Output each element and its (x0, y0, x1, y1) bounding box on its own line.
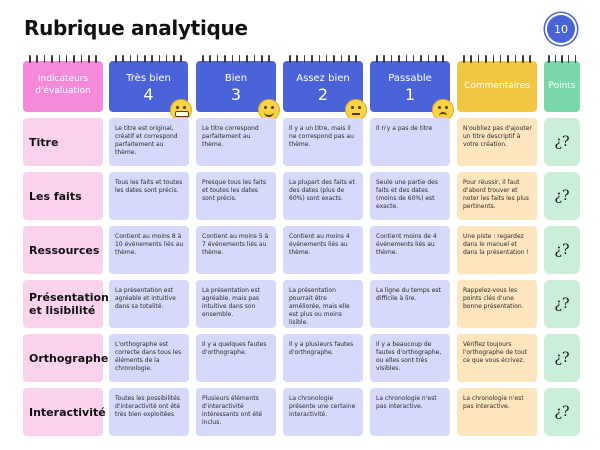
level-3-cell: Contient au moins 5 à 7 événements liés … (196, 226, 276, 274)
header-level-1: Passable 1 (370, 55, 454, 121)
points-cell[interactable]: ¿? (544, 334, 580, 382)
level-1-cell: Il n'y a pas de titre (370, 118, 450, 166)
header-points-label: Points (548, 81, 576, 91)
header-level-number: 4 (143, 85, 154, 104)
level-4-cell: Contient au moins 8 à 10 événements liés… (109, 226, 189, 274)
points-cell[interactable]: ¿? (544, 280, 580, 328)
header-level-number: 2 (317, 85, 329, 104)
comment-cell: N'oubliez pas d'ajouter un titre descrip… (457, 118, 537, 166)
level-2-cell: Contient au moins 4 événements liés au t… (283, 226, 363, 274)
criterion-label: Ressources (23, 226, 103, 274)
level-2-cell: Il y a plusieurs fautes d'orthographe. (283, 334, 363, 382)
criterion-label: Les faits (23, 172, 103, 220)
header-comments: Commentaires (457, 55, 537, 112)
level-1-cell: Seule une partie des faits et des dates … (370, 172, 450, 220)
header-level-label: Assez bien (296, 73, 350, 84)
header-level-number: 1 (404, 85, 416, 104)
comment-cell: Vérifiez toujours l'orthographe de tout … (457, 334, 537, 382)
points-cell[interactable]: ¿? (544, 226, 580, 274)
header-level-3: Bien 3 (196, 55, 280, 121)
level-2-cell: La chronologie présente une certaine int… (283, 388, 363, 436)
comment-cell: Rappelez-vous les points clés d'une bonn… (457, 280, 537, 328)
points-cell[interactable]: ¿? (544, 118, 580, 166)
header-comments-label: Commentaires (464, 81, 530, 91)
header-level-label: Très bien (126, 73, 171, 84)
level-2-cell: Il y a un titre, mais il ne correspond p… (283, 118, 363, 166)
comment-cell: Une piste : regardez dans le manuel et d… (457, 226, 537, 274)
header-level-number: 3 (230, 85, 242, 104)
criterion-label: Orthographe (23, 334, 108, 382)
level-2-cell: La plupart des faits et des dates (plus … (283, 172, 363, 220)
level-3-cell: Presque tous les faits et toutes les dat… (196, 172, 276, 220)
level-1-cell: Il y a beaucoup de fautes d'orthographe,… (370, 334, 450, 382)
level-4-cell: Toutes les possibilités d'interactivité … (109, 388, 189, 436)
comment-cell: Pour réussir, il faut d'abord trouver et… (457, 172, 537, 220)
level-4-cell: La présentation est agréable et intuitiv… (109, 280, 189, 328)
level-3-cell: Le titre correspond parfaitement au thèm… (196, 118, 276, 166)
points-cell[interactable]: ¿? (544, 388, 580, 436)
header-indicators-label: Indicateurs d'évaluation (35, 74, 91, 96)
header-level-label: Bien (224, 73, 248, 84)
level-4-cell: Tous les faits et toutes les dates sont … (109, 172, 189, 220)
neutral-face-icon (345, 99, 367, 121)
header-indicators: Indicateurs d'évaluation (23, 55, 103, 112)
header-level-2: Assez bien 2 (283, 55, 367, 121)
criterion-label: Titre (23, 118, 103, 166)
page-number-badge: 10 (547, 15, 575, 43)
level-4-cell: Le titre est original, créatif et corres… (109, 118, 189, 166)
header-level-4: Très bien 4 (109, 55, 192, 121)
level-3-cell: Il y a quelques fautes d'orthographe. (196, 334, 276, 382)
comment-cell: La chronologie n'est pas interactive. (457, 388, 537, 436)
level-4-cell: L'orthographe est correcte dans tous les… (109, 334, 189, 382)
level-1-cell: La ligne du temps est difficile à lire. (370, 280, 450, 328)
level-3-cell: Plusieurs éléments d'interactivité intér… (196, 388, 276, 436)
level-2-cell: La présentation pourrait être améliorée,… (283, 280, 363, 328)
criterion-label: Interactivité (23, 388, 106, 436)
header-level-label: Passable (388, 73, 432, 84)
page-title: Rubrique analytique (24, 16, 248, 40)
level-1-cell: La chronologie n'est pas interactive. (370, 388, 450, 436)
level-3-cell: La présentation est agréable, mais pas i… (196, 280, 276, 328)
header-points: Points (544, 55, 580, 112)
criterion-label: Présentation et lisibilité (23, 280, 109, 328)
level-1-cell: Contient moins de 4 événements liés au t… (370, 226, 450, 274)
smiling-face-icon (258, 99, 280, 121)
grinning-face-icon (170, 99, 192, 121)
points-cell[interactable]: ¿? (544, 172, 580, 220)
